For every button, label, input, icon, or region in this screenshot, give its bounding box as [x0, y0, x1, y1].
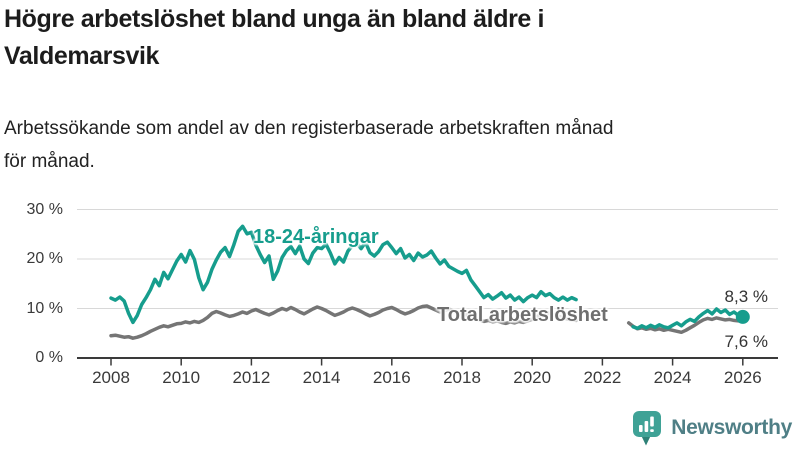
brand-name: Newsworthy: [671, 416, 792, 439]
newsworthy-icon: [633, 411, 662, 446]
chart-subtitle-line2: för månad.: [4, 151, 95, 172]
page-title-line1: Högre arbetslöshet bland unga än bland ä…: [4, 5, 545, 33]
y-tick-label: 0 %: [35, 349, 63, 366]
x-tick-label: 2016: [372, 368, 411, 387]
x-tick-label: 2014: [302, 368, 341, 387]
y-tick-label: 10 %: [26, 299, 63, 317]
series-label-total: Total arbetslöshet: [437, 304, 608, 326]
x-tick-label: 2026: [723, 368, 762, 387]
y-tick-label: 30 %: [26, 200, 63, 218]
page-title: Högre arbetslöshet bland unga än bland ä…: [4, 1, 784, 75]
end-value-label-18-24: 8,3 %: [724, 287, 768, 306]
x-tick-label: 2020: [513, 368, 552, 387]
x-tick-label: 2008: [92, 368, 130, 387]
y-tick-label: 20 %: [26, 250, 63, 267]
series-label-18-24: 18-24-åringar: [253, 226, 379, 248]
x-tick-label: 2022: [583, 368, 622, 387]
x-tick-label: 2010: [162, 368, 201, 387]
x-tick-label: 2018: [443, 368, 481, 387]
page-title-line2: Valdemarsvik: [4, 42, 160, 70]
chart-subtitle-line1: Arbetssökande som andel av den registerb…: [4, 118, 614, 139]
x-tick-label: 2012: [232, 368, 271, 387]
end-value-label-total: 7,6 %: [724, 332, 768, 351]
x-tick-label: 2024: [653, 368, 692, 387]
brand-logo: Newsworthy: [630, 409, 792, 447]
chart-subtitle: Arbetssökande som andel av den registerb…: [4, 112, 794, 178]
